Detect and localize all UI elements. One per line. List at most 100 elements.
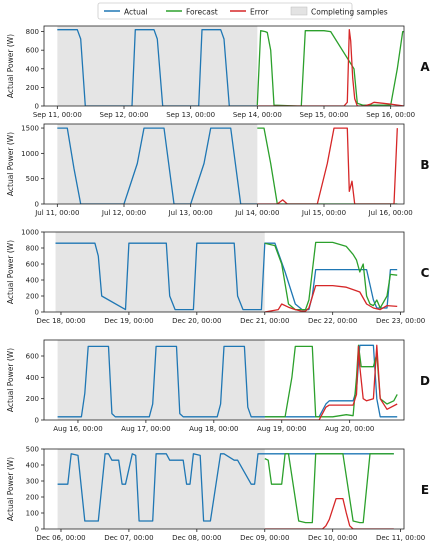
y-axis-label: Actual Power (W) [6,132,15,196]
series-line-error [264,284,398,312]
x-tick-label: Jul 12, 00:00 [101,209,146,217]
series-line-actual [57,127,258,204]
legend-swatch [290,6,308,16]
series-line-error [264,344,398,420]
y-axis-label: Actual Power (W) [6,457,15,521]
completing-samples-region [57,124,258,204]
plot-frame [43,339,405,421]
x-tick-label: Dec 08, 00:00 [172,534,221,542]
x-tick-label: Sep 13, 00:00 [166,111,215,119]
plot-frame [43,231,405,313]
legend-label: Forecast [186,8,218,17]
legend-item-forecast: Forecast [166,8,218,17]
y-tick-label: 600 [26,47,39,55]
y-tick-label: 800 [26,245,39,253]
y-tick-label: 400 [26,277,39,285]
x-tick-label: Dec 09, 00:00 [240,534,289,542]
y-tick-label: 1000 [21,150,39,158]
plot-frame [43,123,405,205]
legend-item-actual: Actual [104,8,148,17]
y-tick-label: 0 [35,309,39,317]
x-tick-label: Dec 19, 00:00 [104,317,153,325]
x-tick-label: Sep 14, 00:00 [233,111,282,119]
series-line-forecast [264,453,394,524]
y-tick-label: 200 [26,84,39,92]
series-line-actual [57,29,258,106]
y-tick-label: 300 [26,478,39,486]
y-tick-label: 600 [26,261,39,269]
y-tick-label: 200 [26,395,39,403]
x-tick-label: Sep 16, 00:00 [366,111,415,119]
y-tick-label: 400 [26,65,39,73]
panel-letter: A [420,60,430,74]
y-tick-label: 0 [35,103,39,111]
series-line-error [257,29,404,106]
legend: Actual Forecast Error Completing samples [97,2,388,20]
y-tick-label: 200 [26,494,39,502]
y-tick-label: 1000 [21,229,39,237]
series-line-forecast [256,30,404,106]
plot-frame [43,448,405,530]
x-tick-label: Sep 11, 00:00 [33,111,82,119]
plot-frame [43,25,405,107]
panel-e: 0 100 200 300 400 500 Dec 06, 00:00 Dec 07, 00:… [6,446,429,543]
panel-letter: E [421,483,429,497]
panel-d: 0 200 400 600 Aug 16, 00:00 Aug 17, 00:00 Aug … [6,339,430,433]
panel-letter: D [420,374,430,388]
legend-label: Error [250,8,269,17]
y-tick-label: 800 [26,28,39,36]
series-line-forecast [257,127,398,204]
y-axis-label: Actual Power (W) [6,240,15,304]
panel-c: 0 200 400 600 800 1000 Dec 18, 00:00 Dec 19, 00… [6,229,430,326]
x-tick-label: Dec 21, 00:00 [240,317,289,325]
panel-letter: C [421,266,430,280]
legend-item-error: Error [230,8,269,17]
y-tick-label: 0 [35,201,39,209]
x-tick-label: Jul 14, 00:00 [234,209,279,217]
y-tick-label: 0 [35,526,39,534]
y-tick-label: 100 [26,510,39,518]
x-tick-label: Aug 16, 00:00 [53,425,102,433]
x-tick-label: Sep 15, 00:00 [300,111,349,119]
x-tick-label: Aug 17, 00:00 [121,425,170,433]
x-tick-label: Dec 23, 00:00 [376,317,425,325]
legend-frame [97,2,353,20]
y-axis-label: Actual Power (W) [6,34,15,98]
x-tick-label: Dec 11, 00:00 [376,534,425,542]
completing-samples-region [57,340,265,420]
y-tick-label: 400 [26,462,39,470]
y-tick-label: 500 [26,446,39,454]
panels: 0 200 400 600 800 Sep 11, 00:00 Sep 12, 00:00 S… [6,25,430,543]
y-tick-label: 600 [26,353,39,361]
x-tick-label: Dec 07, 00:00 [104,534,153,542]
completing-samples-region [55,232,265,312]
y-tick-label: 500 [26,175,39,183]
x-tick-label: Dec 10, 00:00 [308,534,357,542]
y-tick-label: 1500 [21,125,39,133]
legend-item-completing-samples: Completing samples [290,6,388,17]
series-line-error [264,497,394,529]
series-line-error [257,127,398,204]
x-tick-label: Dec 18, 00:00 [36,317,85,325]
y-tick-label: 0 [35,417,39,425]
panel-letter: B [420,158,429,172]
x-tick-label: Dec 22, 00:00 [308,317,357,325]
completing-samples-region [57,449,265,529]
x-tick-label: Aug 20, 00:00 [325,425,374,433]
x-tick-label: Jul 16, 00:00 [368,209,413,217]
series-line-forecast [264,241,398,311]
x-tick-label: Aug 18, 00:00 [189,425,238,433]
legend-label: Completing samples [311,8,388,17]
x-tick-label: Jul 13, 00:00 [168,209,213,217]
y-axis-label: Actual Power (W) [6,348,15,412]
x-tick-label: Jul 15, 00:00 [301,209,346,217]
x-tick-label: Dec 06, 00:00 [36,534,85,542]
y-tick-label: 400 [26,374,39,382]
panel-b: 0 500 1000 1500 Jul 11, 00:00 Jul 12, 00:00 Ju… [6,123,430,217]
legend-label: Actual [124,8,148,17]
y-tick-label: 200 [26,293,39,301]
x-tick-label: Dec 20, 00:00 [172,317,221,325]
panel-a: 0 200 400 600 800 Sep 11, 00:00 Sep 12, 00:00 S… [6,25,430,119]
x-tick-label: Jul 11, 00:00 [34,209,79,217]
